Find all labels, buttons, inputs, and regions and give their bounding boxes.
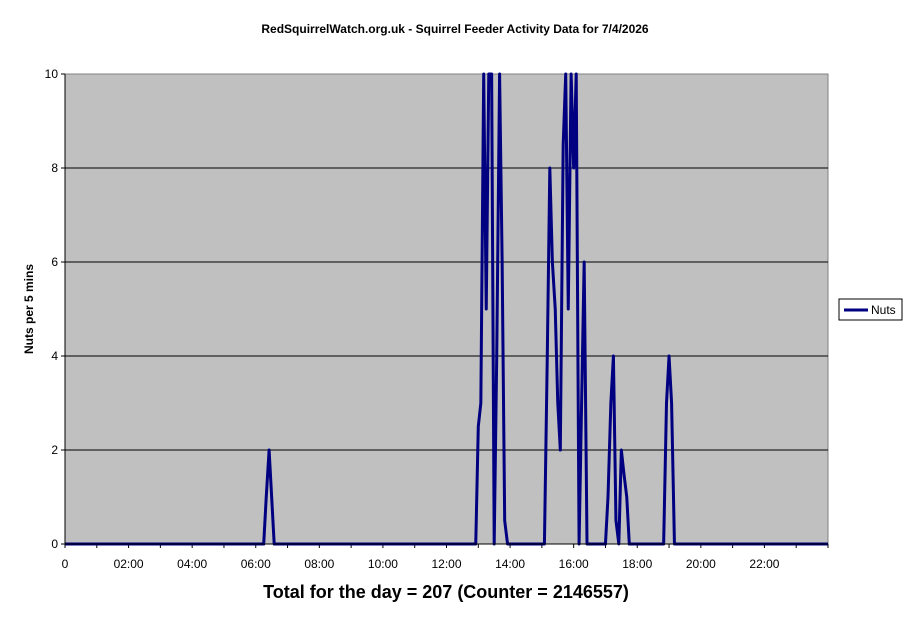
x-tick-label: 0 — [62, 557, 69, 571]
legend-box — [838, 298, 903, 321]
daily-total-caption: Total for the day = 207 (Counter = 21465… — [263, 582, 629, 602]
y-tick-label: 8 — [51, 161, 58, 175]
legend-label-nuts: Nuts — [871, 303, 896, 317]
chart-title: RedSquirrelWatch.org.uk - Squirrel Feede… — [261, 22, 649, 36]
x-tick-label: 18:00 — [622, 557, 652, 571]
legend: Nuts — [838, 298, 903, 321]
x-tick-label: 14:00 — [495, 557, 525, 571]
gridlines — [65, 167, 828, 451]
y-tick-label: 0 — [51, 537, 58, 551]
x-axis-ticks: 0 02:00 04:00 06:00 08:00 10:00 12:00 14:00 16:0… — [62, 544, 829, 571]
series-layer — [65, 72, 828, 546]
x-tick-label: 06:00 — [241, 557, 271, 571]
x-tick-label: 12:00 — [431, 557, 461, 571]
x-tick-label: 16:00 — [559, 557, 589, 571]
x-tick-label: 02:00 — [114, 557, 144, 571]
plot-area — [64, 73, 829, 545]
x-tick-label: 04:00 — [177, 557, 207, 571]
x-tick-label: 10:00 — [368, 557, 398, 571]
y-tick-label: 2 — [51, 443, 58, 457]
y-tick-label: 4 — [51, 349, 58, 363]
x-tick-label: 20:00 — [686, 557, 716, 571]
y-axis-label: Nuts per 5 mins — [22, 264, 36, 354]
y-tick-label: 10 — [45, 67, 59, 81]
series-line-nuts — [65, 72, 828, 546]
y-tick-label: 6 — [51, 255, 58, 269]
x-tick-label: 08:00 — [304, 557, 334, 571]
y-axis-ticks: 0 2 4 6 8 10 — [45, 67, 65, 551]
x-tick-label: 22:00 — [749, 557, 779, 571]
